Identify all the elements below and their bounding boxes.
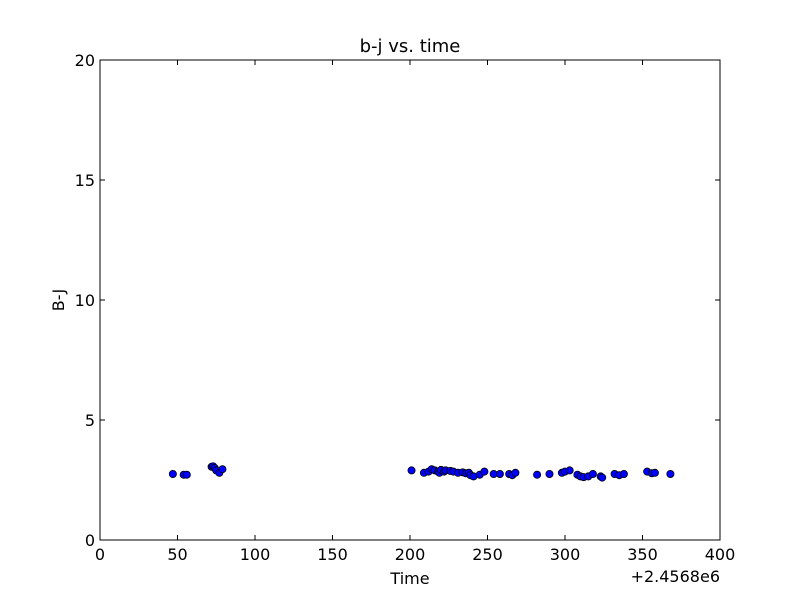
- data-point: [565, 466, 574, 475]
- data-point: [182, 470, 191, 479]
- data-point: [480, 467, 489, 476]
- x-axis-offset-label: +2.4568e6: [631, 567, 720, 586]
- axis-ticks: 0 50 100 150 200 250 300 350 400 0 5 10 15 20: [75, 51, 736, 564]
- y-tick-label: 20: [75, 51, 95, 70]
- data-point: [407, 466, 416, 475]
- x-tick-label: 200: [395, 545, 426, 564]
- x-tick-label: 300: [550, 545, 581, 564]
- y-tick-label: 15: [75, 171, 95, 190]
- data-point: [588, 469, 597, 478]
- x-tick-label: 100: [240, 545, 271, 564]
- y-tick-label: 10: [75, 291, 95, 310]
- x-tick-label: 0: [95, 545, 105, 564]
- x-tick-label: 250: [472, 545, 503, 564]
- data-point: [545, 469, 554, 478]
- x-tick-label: 400: [705, 545, 736, 564]
- data-point: [511, 468, 520, 477]
- y-axis-label: B-J: [49, 289, 68, 311]
- data-point: [650, 468, 659, 477]
- plot-frame: [99, 59, 721, 541]
- data-points: [168, 462, 675, 482]
- data-point: [495, 469, 504, 478]
- chart-title: b-j vs. time: [360, 36, 461, 57]
- x-tick-label: 350: [627, 545, 658, 564]
- data-point: [619, 469, 628, 478]
- x-tick-label: 50: [167, 545, 187, 564]
- data-point: [533, 470, 542, 479]
- x-tick-label: 150: [317, 545, 348, 564]
- y-tick-label: 0: [85, 531, 95, 550]
- data-point: [666, 469, 675, 478]
- data-point: [598, 473, 607, 482]
- y-tick-label: 5: [85, 411, 95, 430]
- x-axis-label: Time: [389, 569, 429, 588]
- data-point: [168, 469, 177, 478]
- data-point: [218, 465, 227, 474]
